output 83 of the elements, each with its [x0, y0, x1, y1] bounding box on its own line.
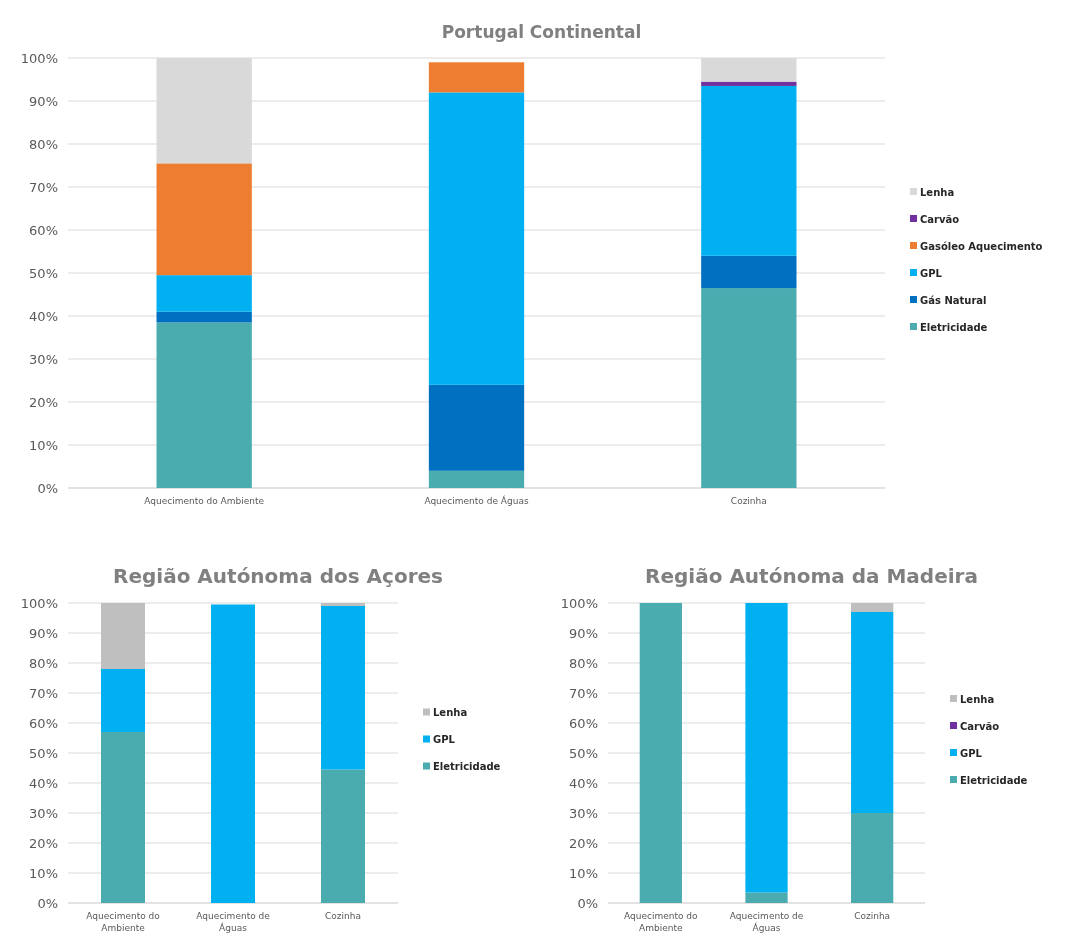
bar	[701, 255, 797, 289]
y-tick-label: 20%	[29, 394, 58, 410]
legend-label: Gás Natural	[920, 294, 987, 306]
y-tick-label: 40%	[29, 308, 58, 324]
y-tick-label: 50%	[29, 265, 58, 281]
bar	[428, 470, 525, 488]
legend-label: GPL	[960, 747, 983, 759]
bar	[745, 892, 788, 903]
bar	[701, 85, 797, 256]
y-tick-label: 60%	[29, 222, 58, 238]
y-tick-label: 70%	[29, 179, 58, 195]
y-tick-label: 100%	[560, 595, 598, 611]
y-tick-label: 80%	[569, 655, 598, 671]
y-tick-label: 0%	[37, 895, 58, 911]
y-tick-label: 10%	[29, 865, 58, 881]
bar	[321, 603, 365, 606]
y-tick-label: 90%	[569, 625, 598, 641]
y-tick-label: 90%	[29, 93, 58, 109]
bar	[156, 322, 252, 488]
bar	[851, 612, 894, 813]
y-tick-label: 80%	[29, 655, 58, 671]
legend-label: Lenha	[433, 707, 468, 718]
y-tick-label: 70%	[29, 685, 58, 701]
x-tick-label: Cozinha	[325, 911, 361, 921]
legend-label: Carvão	[920, 213, 960, 225]
bar	[156, 311, 252, 323]
bar	[321, 606, 365, 770]
bar	[428, 62, 525, 93]
legend-label: Eletricidade	[960, 774, 1028, 786]
y-tick-label: 40%	[29, 775, 58, 791]
y-tick-label: 60%	[569, 715, 598, 731]
y-tick-label: 80%	[29, 136, 58, 152]
bar	[428, 384, 525, 471]
y-tick-label: 20%	[29, 835, 58, 851]
legend-label: GPL	[920, 267, 943, 279]
y-tick-label: 0%	[37, 480, 58, 496]
y-tick-label: 30%	[29, 805, 58, 821]
bar	[851, 603, 894, 612]
y-tick-label: 70%	[569, 685, 598, 701]
legend-label: Eletricidade	[433, 761, 501, 772]
y-tick-label: 20%	[569, 835, 598, 851]
bar	[156, 163, 252, 276]
legend-label: GPL	[433, 734, 456, 745]
x-tick-label: Cozinha	[854, 911, 891, 921]
y-tick-label: 50%	[29, 745, 58, 761]
bar	[639, 603, 682, 903]
y-tick-label: 90%	[29, 625, 58, 641]
bar	[211, 604, 255, 903]
bar	[745, 603, 788, 893]
legend-label: Gasóleo Aquecimento	[920, 240, 1043, 252]
bar	[101, 669, 145, 732]
y-tick-label: 30%	[29, 351, 58, 367]
x-tick-label: Aquecimento do Ambiente	[86, 911, 161, 933]
y-tick-label: 60%	[29, 715, 58, 731]
x-tick-label: Aquecimento do Ambiente	[144, 496, 265, 506]
y-tick-label: 0%	[577, 895, 598, 911]
bar	[701, 288, 797, 488]
legend-label: Eletricidade	[920, 321, 988, 333]
bar	[156, 275, 252, 312]
y-tick-label: 10%	[29, 437, 58, 453]
chart-title: Região Autónoma da Madeira	[645, 564, 978, 588]
bar	[851, 813, 894, 903]
y-tick-label: 10%	[569, 865, 598, 881]
bar	[428, 92, 525, 385]
bar	[101, 603, 145, 669]
legend-label: Lenha	[920, 186, 955, 198]
y-tick-label: 100%	[20, 50, 58, 66]
y-tick-label: 100%	[20, 595, 58, 611]
x-tick-label: Cozinha	[730, 496, 767, 506]
bar	[321, 769, 365, 903]
x-tick-label: Aquecimento de Águas	[729, 911, 804, 933]
y-tick-label: 40%	[569, 775, 598, 791]
chart-title: Região Autónoma dos Açores	[113, 564, 443, 588]
legend-label: Carvão	[960, 720, 1000, 732]
bar	[101, 732, 145, 903]
bar	[701, 81, 797, 86]
chart-title: Portugal Continental	[441, 22, 642, 42]
x-tick-label: Aquecimento do Ambiente	[624, 911, 699, 933]
y-tick-label: 50%	[569, 745, 598, 761]
x-tick-label: Aquecimento de Águas	[424, 495, 529, 506]
legend-label: Lenha	[960, 693, 995, 705]
y-tick-label: 30%	[569, 805, 598, 821]
x-tick-label: Aquecimento de Águas	[196, 911, 271, 933]
